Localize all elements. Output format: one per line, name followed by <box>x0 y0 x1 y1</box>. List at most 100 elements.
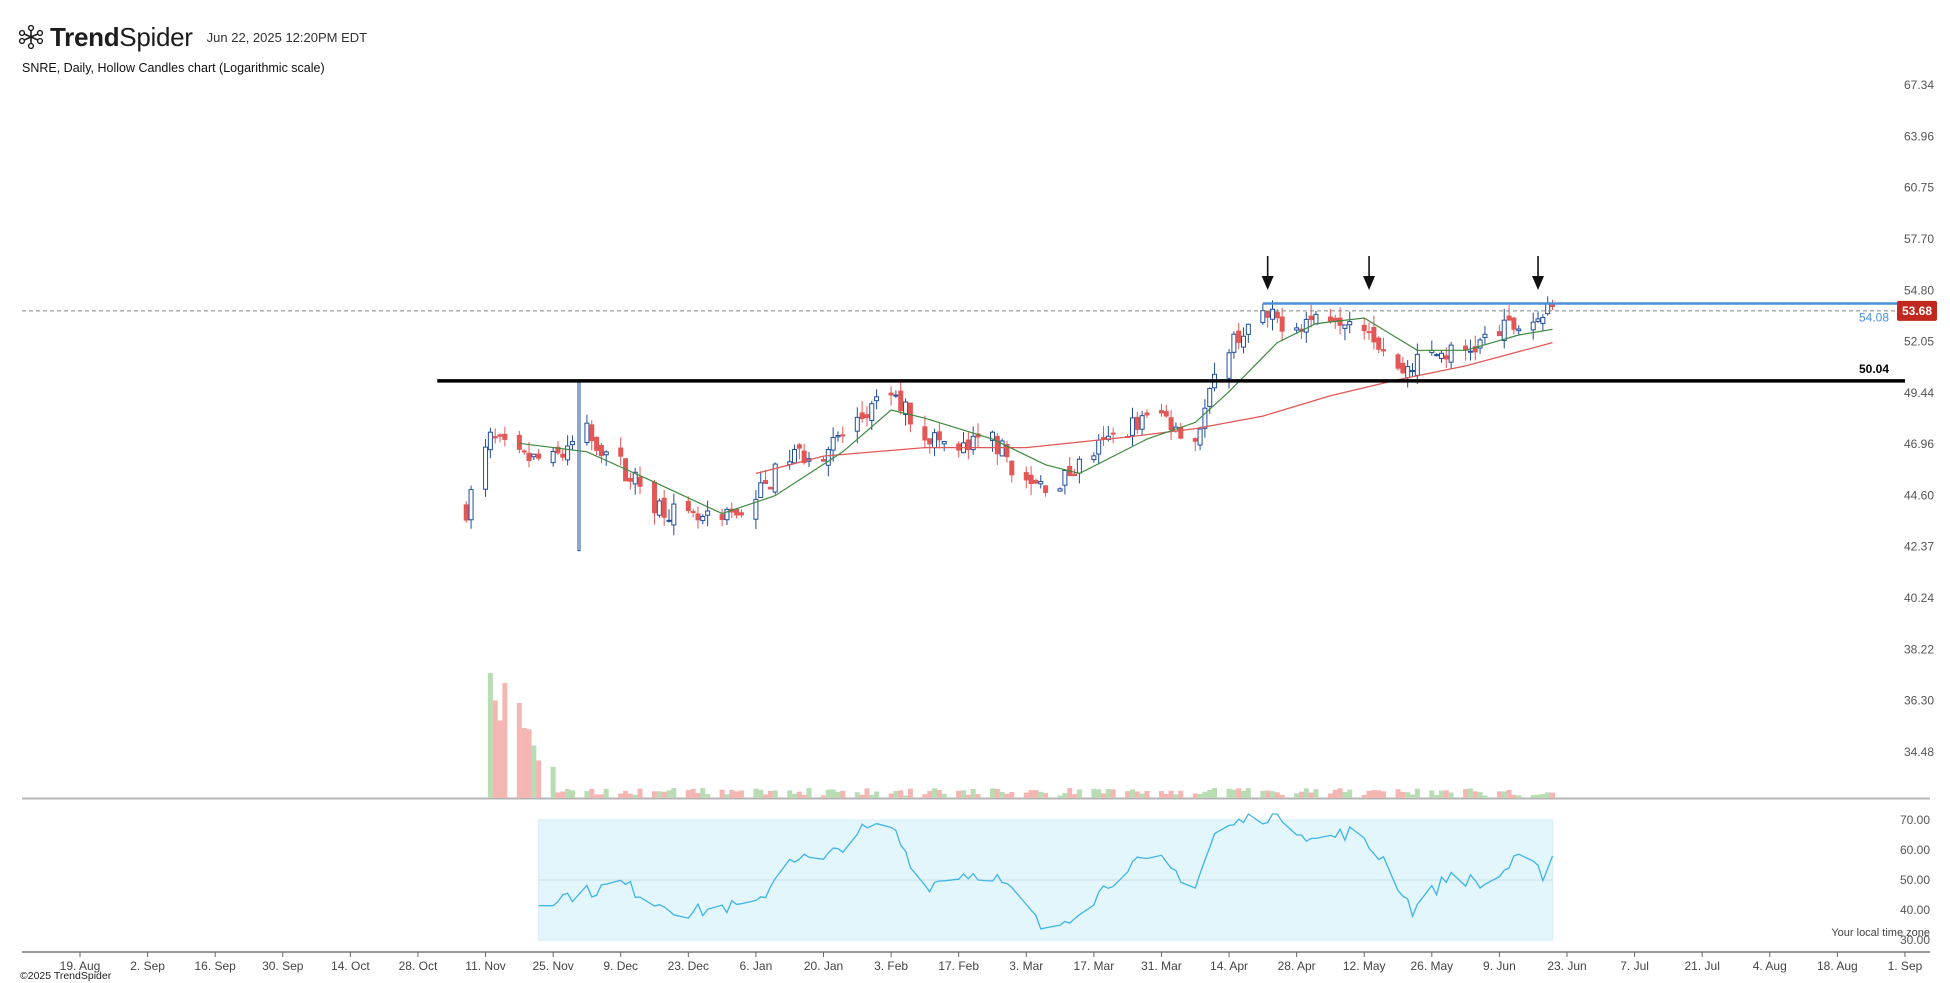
candle-body <box>874 396 880 402</box>
candle <box>854 407 860 444</box>
volume-bar <box>787 790 793 798</box>
candle <box>1265 310 1271 328</box>
candle-body <box>1448 344 1454 363</box>
volume-bar <box>1342 791 1348 798</box>
candle-body <box>763 480 769 485</box>
volume-bar <box>1236 788 1242 798</box>
candle <box>1139 411 1145 436</box>
candle-body <box>830 437 836 451</box>
candle-body <box>922 426 928 441</box>
candle <box>907 402 913 433</box>
x-tick-label: 19. Aug <box>60 959 101 973</box>
volume-bar <box>1110 789 1116 798</box>
gap-candle <box>577 381 581 552</box>
volume-bar <box>637 788 643 798</box>
volume-bar <box>1279 794 1285 798</box>
volume-bar <box>792 793 798 798</box>
candle-body <box>1241 335 1247 348</box>
candle <box>753 490 759 530</box>
volume-bar <box>1294 793 1300 798</box>
candle-body <box>627 477 633 482</box>
candle-body <box>637 476 643 487</box>
candle-body <box>695 513 701 521</box>
volume-bar <box>1516 795 1522 798</box>
candle-body <box>569 441 575 446</box>
candle <box>1501 308 1507 349</box>
volume-bar <box>796 791 802 798</box>
down-arrow-icon <box>1532 256 1545 290</box>
volume-bar <box>1144 790 1150 798</box>
candle-body <box>1158 410 1164 414</box>
candle <box>1448 341 1454 369</box>
candle-body <box>1091 455 1097 461</box>
x-tick-label: 23. Jun <box>1547 959 1586 973</box>
copyright-notice: ©2025 TrendSpider <box>20 970 112 982</box>
y-tick-label: 60.75 <box>1904 181 1934 195</box>
volume-bar <box>1472 791 1478 798</box>
candle-body <box>1197 428 1203 446</box>
candle-body <box>463 504 469 521</box>
candle <box>1294 322 1300 334</box>
candle <box>637 466 643 494</box>
candle-body <box>565 445 571 461</box>
candle <box>671 493 677 536</box>
candle <box>565 435 571 466</box>
volume-bar <box>753 788 759 798</box>
volume-bar <box>1463 789 1469 798</box>
volume-bar <box>661 791 667 798</box>
x-tick-label: 2. Sep <box>130 959 165 973</box>
candle-body <box>1202 407 1208 429</box>
volume-bar <box>1057 795 1063 798</box>
y-tick-label: 57.70 <box>1904 232 1934 246</box>
volume-bar <box>685 790 691 798</box>
volume-bar <box>1429 790 1435 798</box>
candle-body <box>589 424 595 442</box>
volume-bar <box>1197 794 1203 798</box>
candle-body <box>1023 472 1029 481</box>
x-tick-label: 7. Jul <box>1620 959 1649 973</box>
candle-body <box>1057 488 1063 492</box>
candle-body <box>864 414 870 419</box>
volume-bar <box>922 794 928 798</box>
candle-body <box>893 394 899 397</box>
volume-bar <box>1072 794 1078 798</box>
candle <box>1269 300 1275 331</box>
candle-body <box>792 449 798 464</box>
candle-body <box>1535 318 1541 322</box>
candle-body <box>516 434 522 450</box>
candle-body <box>1260 309 1266 323</box>
volume-bar <box>1361 794 1367 798</box>
volume-bar <box>1129 789 1135 798</box>
volume-bar <box>666 790 672 798</box>
candle-body <box>603 451 609 456</box>
candle <box>1496 324 1502 337</box>
candle-body <box>1327 316 1333 322</box>
chart-subtitle: SNRE, Daily, Hollow Candles chart (Logar… <box>22 61 325 75</box>
candle-body <box>492 436 498 439</box>
volume-bar <box>738 790 744 798</box>
candle-body <box>1033 480 1039 484</box>
volume-bar <box>729 789 735 798</box>
x-tick-label: 23. Dec <box>668 959 709 973</box>
candle-body <box>656 500 662 516</box>
volume-bar <box>598 794 604 798</box>
candle <box>1395 352 1401 371</box>
candle-body <box>1294 327 1300 331</box>
candle <box>1545 296 1551 316</box>
rsi-tick-label: 50.00 <box>1900 873 1930 887</box>
candle <box>1303 312 1309 343</box>
volume-bar <box>1158 790 1164 798</box>
candle <box>941 440 947 452</box>
volume-bar <box>903 795 909 798</box>
candle <box>719 508 725 527</box>
candle-body <box>1072 473 1078 477</box>
last-price-label: 53.68 <box>1902 304 1932 318</box>
volume-bar <box>1511 794 1517 798</box>
volume-bar <box>961 790 967 798</box>
rsi-pane: 70.00 60.00 50.00 40.00 30.00 <box>538 813 1930 947</box>
volume-bar <box>907 788 913 798</box>
candle-body <box>550 451 556 464</box>
candle <box>758 471 764 499</box>
candle <box>767 486 773 490</box>
